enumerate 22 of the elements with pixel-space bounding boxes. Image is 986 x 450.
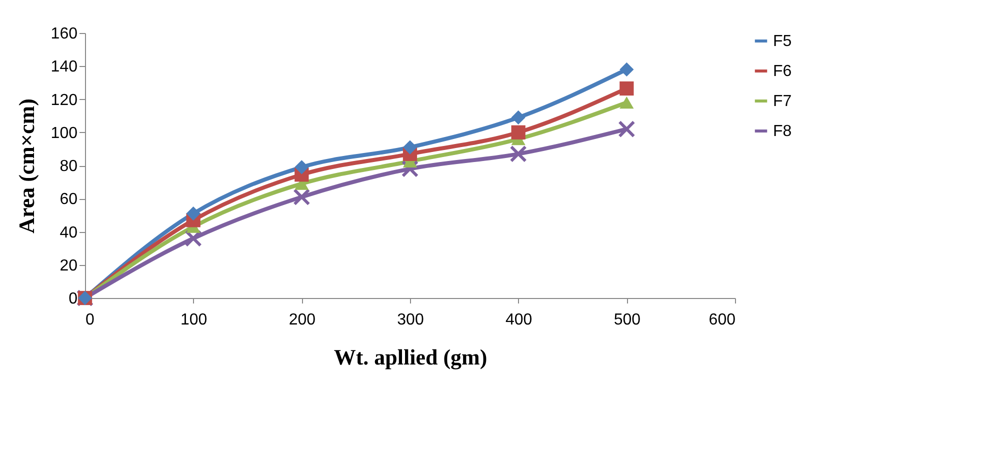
y-tick-label: 20	[60, 257, 78, 274]
y-tick-label: 160	[50, 26, 78, 42]
y-tick-label: 0	[68, 290, 78, 308]
x-tick-label: 200	[288, 312, 316, 328]
legend-label: F5	[773, 33, 792, 50]
y-tick-label: 40	[60, 224, 78, 242]
x-tick-label: 500	[614, 312, 641, 328]
y-tick-label: 80	[60, 158, 78, 175]
x-axis-title: Wt. apllied (gm)	[334, 344, 488, 370]
x-tick-label: 600	[708, 312, 736, 328]
y-axis-title: Area (cm×cm)	[14, 98, 39, 234]
y-tick-label: 60	[60, 191, 78, 208]
legend-label: F7	[773, 93, 792, 110]
y-tick-label: 100	[50, 124, 78, 142]
x-tick-label: 300	[397, 312, 424, 328]
y-tick-label: 120	[50, 92, 78, 109]
x-tick-label: 100	[180, 312, 208, 328]
y-tick-label: 140	[50, 58, 78, 76]
legend-label: F8	[773, 123, 792, 140]
x-tick-label: 0	[86, 312, 94, 328]
legend-label: F6	[773, 63, 792, 80]
x-tick-label: 400	[505, 312, 532, 328]
